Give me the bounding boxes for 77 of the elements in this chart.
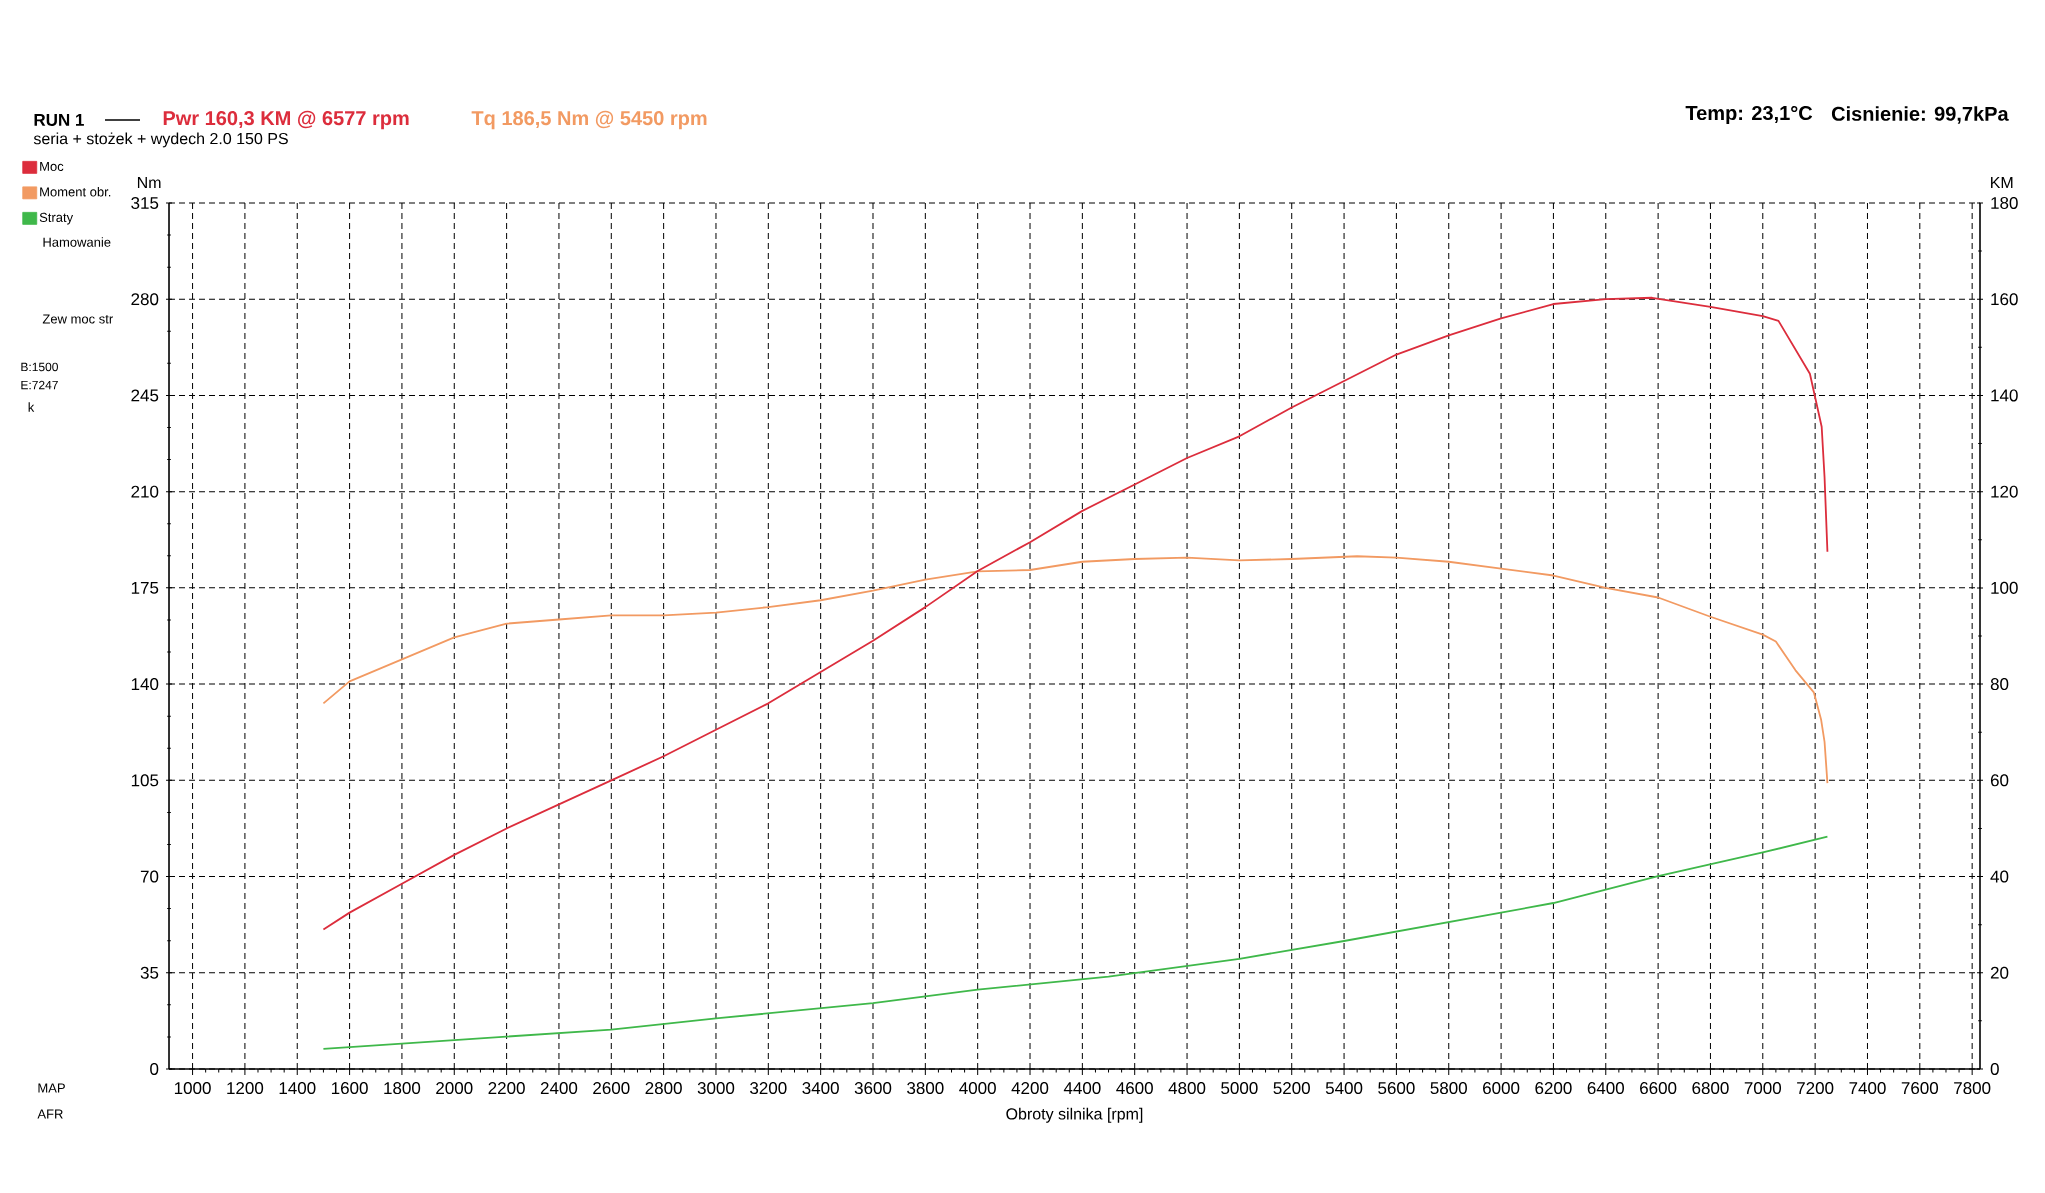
x-tick-label: 2800 (645, 1082, 682, 1095)
y2-tick-label: 180 (1991, 196, 2018, 209)
x-tick-label: 4200 (1011, 1082, 1049, 1095)
text: AFR (37, 1109, 63, 1119)
y-tick-label: 105 (131, 774, 159, 787)
y-tick-label: 245 (131, 389, 159, 402)
y-tick-label: 0 (150, 1062, 159, 1075)
y2-tick-label: 100 (1991, 581, 2018, 594)
y2-tick-label: 140 (1991, 389, 2018, 402)
x-tick-label: 5400 (1325, 1082, 1363, 1095)
x-tick-label: 6400 (1587, 1082, 1624, 1095)
chart-title: RUN 1 (34, 114, 84, 126)
x-tick-label: 2000 (436, 1082, 473, 1095)
text: Pwr 160,3 KM @ 6577 rpm (163, 110, 409, 130)
y2-tick-label: 60 (1990, 774, 2009, 787)
x-tick-label: 2600 (593, 1082, 630, 1095)
x-tick-label: 7000 (1744, 1082, 1782, 1095)
text: B:1500 (21, 362, 58, 372)
x-tick-label: 7600 (1901, 1082, 1939, 1095)
text: k (28, 402, 35, 412)
y2-tick-label: 20 (1990, 966, 2009, 979)
x-tick-label: 7400 (1849, 1082, 1886, 1095)
text: Zew moc str (42, 314, 113, 324)
x-tick-label: 6600 (1640, 1082, 1677, 1095)
y2-tick-label: 120 (1991, 485, 2018, 498)
x-tick-label: 6000 (1483, 1082, 1520, 1095)
x-tick-label: 5800 (1430, 1082, 1467, 1095)
y-tick-label: 175 (131, 581, 159, 594)
x-tick-label: 1800 (384, 1082, 421, 1095)
x-tick-label: 5600 (1378, 1082, 1415, 1095)
x-axis-title: Obroty silnika [rpm] (1006, 1107, 1143, 1123)
text: Temp: 23,1°C (1685, 105, 1813, 125)
x-tick-label: 4800 (1168, 1082, 1206, 1095)
x-tick-label: 5000 (1221, 1082, 1258, 1095)
text: MAP (38, 1083, 65, 1093)
x-tick-label: 1000 (174, 1082, 211, 1095)
x-tick-label: 3400 (802, 1082, 839, 1095)
y-axis-title: Nm (137, 177, 161, 189)
x-tick-label: 3800 (907, 1082, 944, 1095)
x-tick-label: 6800 (1692, 1082, 1729, 1095)
text: E:7247 (21, 380, 58, 390)
x-tick-label: 3600 (854, 1082, 892, 1095)
x-tick-label: 4400 (1063, 1082, 1101, 1095)
text: Tq 186,5 Nm @ 5450 rpm (471, 110, 707, 130)
text: Cisnienie: 99,7kPa (1831, 106, 2009, 124)
chart-subtitle: seria + stożek + wydech 2.0 150 PS (33, 132, 288, 148)
y-tick-label: 35 (140, 966, 159, 979)
x-tick-label: 2200 (488, 1082, 525, 1095)
y2-tick-label: 160 (1991, 293, 2018, 306)
y-tick-label: 70 (140, 870, 159, 883)
y-tick-label: 140 (131, 678, 159, 691)
y-tick-label: 315 (131, 196, 159, 209)
y2-axis-title: KM (1991, 177, 2013, 189)
x-tick-label: 5200 (1273, 1082, 1310, 1095)
x-tick-label: 1600 (331, 1082, 368, 1095)
x-tick-label: 7800 (1954, 1082, 1991, 1095)
x-tick-label: 3200 (750, 1082, 787, 1095)
y2-tick-label: 40 (1990, 870, 2009, 883)
line-series (322, 296, 1829, 931)
y-tick-label: 210 (131, 485, 159, 498)
text: Hamowanie (43, 237, 111, 247)
x-tick-label: 6200 (1535, 1082, 1572, 1095)
legend-label: Straty (39, 212, 74, 225)
legend-label: Moment obr. (40, 186, 111, 197)
x-tick-label: 4600 (1116, 1082, 1153, 1095)
x-tick-label: 3000 (697, 1082, 735, 1095)
x-tick-label: 4000 (959, 1082, 996, 1095)
y-tick-label: 280 (131, 293, 159, 306)
x-tick-label: 7200 (1797, 1082, 1834, 1095)
line-series (322, 555, 1829, 784)
x-tick-label: 2400 (540, 1082, 578, 1095)
x-tick-label: 1400 (279, 1082, 316, 1095)
x-tick-label: 1200 (227, 1082, 264, 1095)
y2-tick-label: 80 (1990, 678, 2009, 691)
y2-tick-label: 0 (1990, 1062, 1999, 1075)
legend-label: Moc (40, 161, 64, 171)
line-series (322, 835, 1829, 1050)
